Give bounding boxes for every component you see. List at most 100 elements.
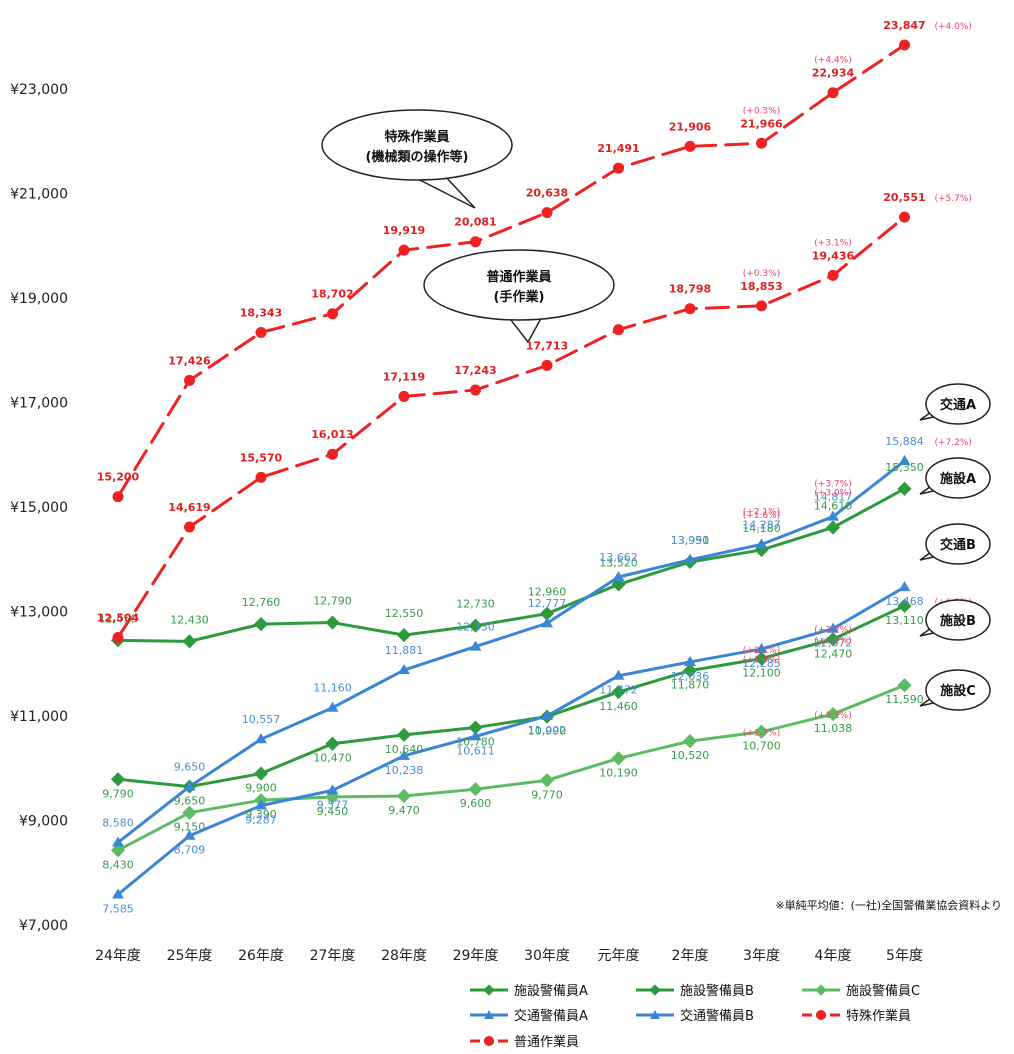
data-label: 16,013 — [311, 428, 353, 441]
legend-label: 交通警備員A — [514, 1008, 588, 1024]
tag-bubble — [925, 523, 991, 565]
data-label: 10,990 — [528, 725, 567, 738]
data-label: 9,450 — [317, 805, 349, 818]
callout-mask — [499, 307, 539, 317]
series-point — [612, 571, 625, 582]
legend-swatch-marker — [816, 1010, 826, 1020]
data-label: 14,287 — [742, 518, 781, 531]
percent-label: (+7.2%) — [935, 438, 972, 448]
series-point — [398, 390, 410, 402]
data-label: 12,777 — [528, 597, 567, 610]
percent-label: (+3.1%) — [814, 238, 851, 248]
callout-subtitle: (手作業) — [494, 289, 545, 305]
data-label: 11,160 — [313, 682, 352, 695]
series-point — [470, 384, 481, 396]
series-point — [754, 724, 769, 739]
legend-label: 施設警備員A — [514, 983, 588, 999]
legend-swatch-marker — [484, 1010, 494, 1019]
series-point — [325, 736, 340, 751]
data-label: 9,287 — [245, 814, 277, 827]
x-tick-label: 25年度 — [167, 948, 213, 964]
x-tick-label: 4年度 — [815, 948, 852, 964]
callout-title: 普通作業員 — [486, 269, 551, 285]
legend-swatch-marker — [650, 1010, 660, 1019]
series-point — [112, 836, 124, 847]
series-point — [755, 538, 768, 549]
percent-label: (+3.7%) — [814, 480, 851, 490]
data-label: 7,585 — [102, 902, 134, 915]
tag-bubble — [925, 383, 991, 425]
series-point — [398, 244, 410, 256]
data-label: 15,570 — [240, 451, 283, 464]
callout-mask — [397, 167, 437, 177]
legend-swatch-marker — [484, 1036, 494, 1046]
data-labels: 9,7909,6509,90010,47010,64010,78010,9901… — [97, 19, 972, 915]
tag-bubble — [925, 669, 991, 711]
x-tick-label: 3年度 — [743, 948, 780, 964]
x-tick-label: 27年度 — [310, 948, 356, 964]
data-label: 9,150 — [174, 821, 206, 834]
series-point — [541, 207, 553, 219]
series-point — [396, 788, 412, 804]
data-label: 21,491 — [597, 142, 639, 155]
data-label: 8,580 — [102, 816, 134, 829]
series-point — [182, 634, 197, 649]
series-point — [613, 324, 624, 336]
series-point — [327, 308, 338, 320]
series-point — [469, 640, 482, 651]
data-label: 19,919 — [383, 224, 425, 237]
series-point — [897, 598, 912, 613]
series-point — [897, 481, 912, 496]
legend-label: 交通警備員B — [680, 1008, 754, 1024]
series-point — [469, 730, 482, 741]
data-label: 12,450 — [99, 612, 138, 625]
callout-title: 特殊作業員 — [384, 129, 449, 145]
data-label: 23,847 — [883, 19, 925, 32]
series-point — [325, 615, 340, 630]
data-label: 12,430 — [170, 613, 209, 626]
series-point — [539, 773, 555, 788]
series-line — [116, 487, 906, 643]
series-point — [112, 888, 124, 899]
series-point — [827, 269, 839, 281]
data-label: 10,640 — [385, 743, 424, 756]
data-label: 18,702 — [311, 288, 353, 301]
series-point — [682, 734, 698, 749]
percent-label: (+2.1%) — [743, 507, 780, 517]
legend-swatch-marker — [483, 984, 495, 996]
source-note: ※単純平均値：(一社)全国警備業協会資料より — [775, 898, 1002, 912]
series-point — [541, 709, 553, 720]
series-point — [255, 327, 267, 339]
series-point — [898, 454, 911, 465]
data-label: 15,884 — [885, 435, 924, 448]
data-label: 21,966 — [740, 117, 783, 130]
data-label: 11,772 — [599, 684, 638, 697]
y-tick-label: ¥7,000 — [19, 918, 68, 934]
series-point — [899, 211, 910, 223]
data-label: 21,906 — [669, 120, 712, 133]
x-tick-label: 元年度 — [598, 948, 640, 964]
series-point — [183, 829, 196, 840]
series-point — [825, 520, 841, 535]
percent-label: (+3.1%) — [814, 711, 851, 721]
data-label: 12,760 — [242, 596, 281, 609]
data-label: 15,200 — [97, 471, 140, 484]
data-label: 18,853 — [740, 280, 782, 293]
x-tick-label: 29年度 — [453, 948, 499, 964]
series-point — [326, 701, 339, 712]
tag-label: 交通A — [940, 397, 976, 413]
percent-label: (+3.0%) — [814, 488, 851, 498]
data-label: 12,790 — [313, 595, 352, 608]
data-label: 22,934 — [812, 67, 855, 80]
series-point — [110, 843, 126, 858]
series-point — [756, 137, 767, 149]
series-line — [116, 585, 906, 896]
series-point — [398, 664, 410, 675]
data-label: 12,672 — [814, 637, 853, 650]
series-point — [396, 727, 412, 742]
x-axis: 24年度 25年度 26年度 27年度 28年度 29年度 30年度 元年度 2年度 3年度 4年度… — [95, 948, 923, 964]
series-point — [899, 39, 910, 51]
percent-label: (+0.3%) — [743, 269, 780, 279]
percent-label: (+3.1%) — [814, 636, 851, 646]
